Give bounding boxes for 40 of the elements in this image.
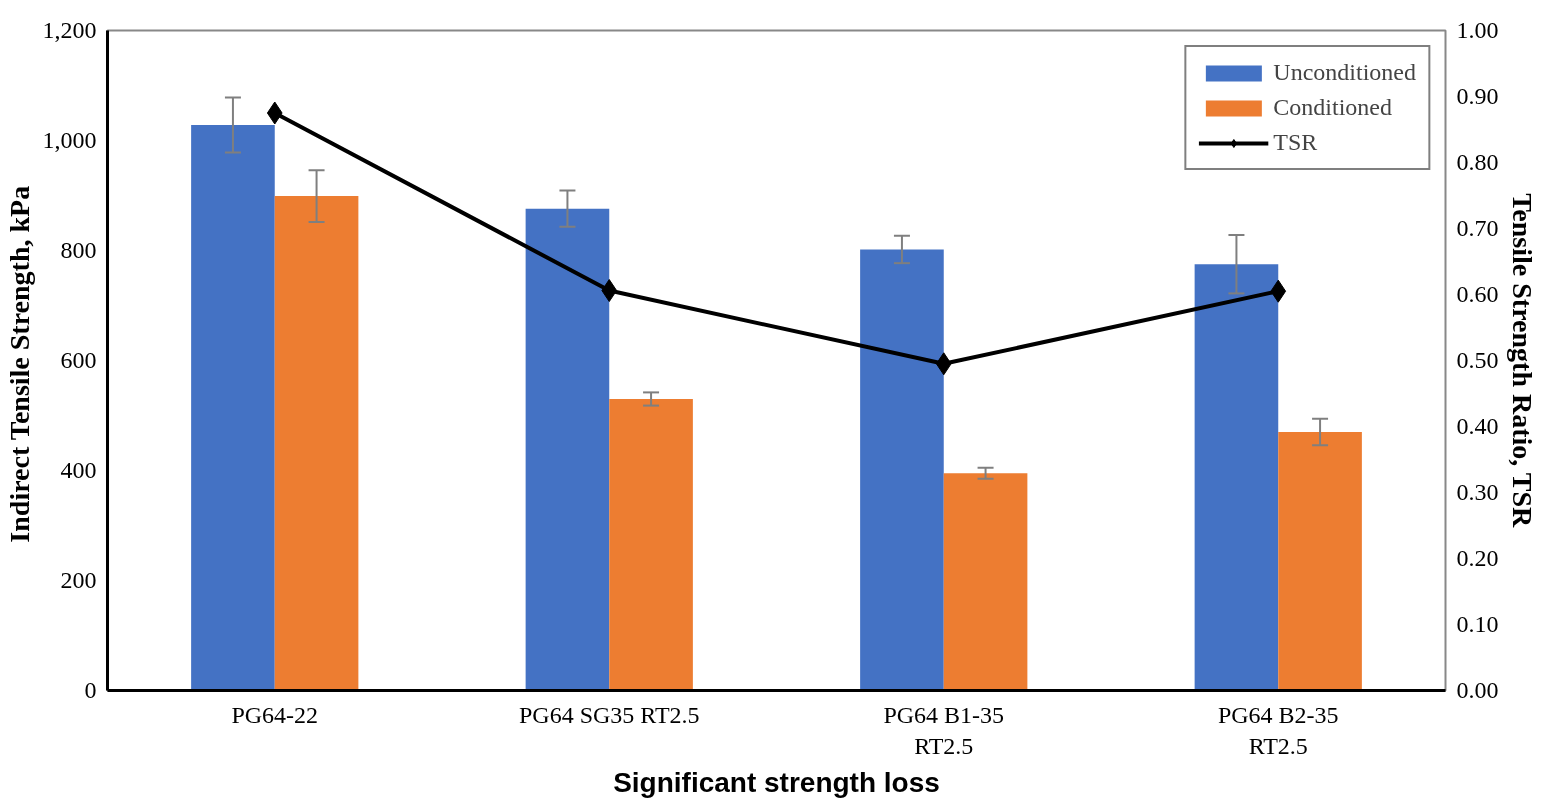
y-axis-title: Indirect Tensile Strength, kPa (3, 185, 35, 543)
x-tick-label: PG64 B1-35 RT2.5 (883, 701, 1005, 759)
y2-tick-label: 1.00 (1456, 17, 1499, 43)
bar (943, 473, 1028, 691)
y2-tick-label: 0.50 (1456, 347, 1499, 373)
bar (274, 196, 359, 691)
y2-tick-label: 0.90 (1456, 83, 1499, 109)
bar (1278, 432, 1362, 691)
x-tick-label: PG64 B2-35 RT2.5 (1217, 701, 1339, 759)
y-tick-label: 800 (60, 237, 97, 263)
bar (525, 208, 610, 691)
y2-tick-label: 0.60 (1456, 281, 1499, 307)
y2-tick-label: 0.40 (1456, 413, 1499, 439)
y2-tick-label: 0.70 (1456, 215, 1499, 241)
y-tick-label: 600 (60, 347, 97, 373)
x-axis-title: Significant strength loss (613, 766, 940, 798)
y2-tick-label: 0.10 (1456, 611, 1499, 637)
point (935, 352, 952, 376)
legend-label: Conditioned (1273, 94, 1393, 121)
y2-tick-label: 0.80 (1456, 149, 1499, 175)
y-tick-label: 0 (84, 677, 97, 703)
bar (609, 399, 693, 691)
bar (1194, 264, 1279, 691)
y-tick-label: 200 (60, 567, 97, 593)
y2-tick-label: 0.30 (1456, 479, 1499, 505)
y-tick-label: 400 (60, 457, 97, 483)
y2-tick-label: 0.00 (1456, 677, 1499, 703)
legend-label: TSR (1273, 129, 1318, 156)
point (266, 101, 283, 125)
x-tick-label: PG64 SG35 RT2.5 (518, 701, 700, 728)
x-tick-label: PG64-22 (231, 701, 319, 728)
y2-tick-label: 0.20 (1456, 545, 1499, 571)
legend-label: Unconditioned (1273, 59, 1416, 86)
point (601, 279, 618, 303)
bar (860, 249, 944, 691)
y2-axis-title: Tensile Strength Ratio, TSR (1506, 193, 1538, 529)
y-tick-label: 1,200 (42, 17, 97, 43)
bar (191, 125, 275, 691)
y-tick-label: 1,000 (42, 127, 97, 153)
point (1270, 279, 1287, 303)
